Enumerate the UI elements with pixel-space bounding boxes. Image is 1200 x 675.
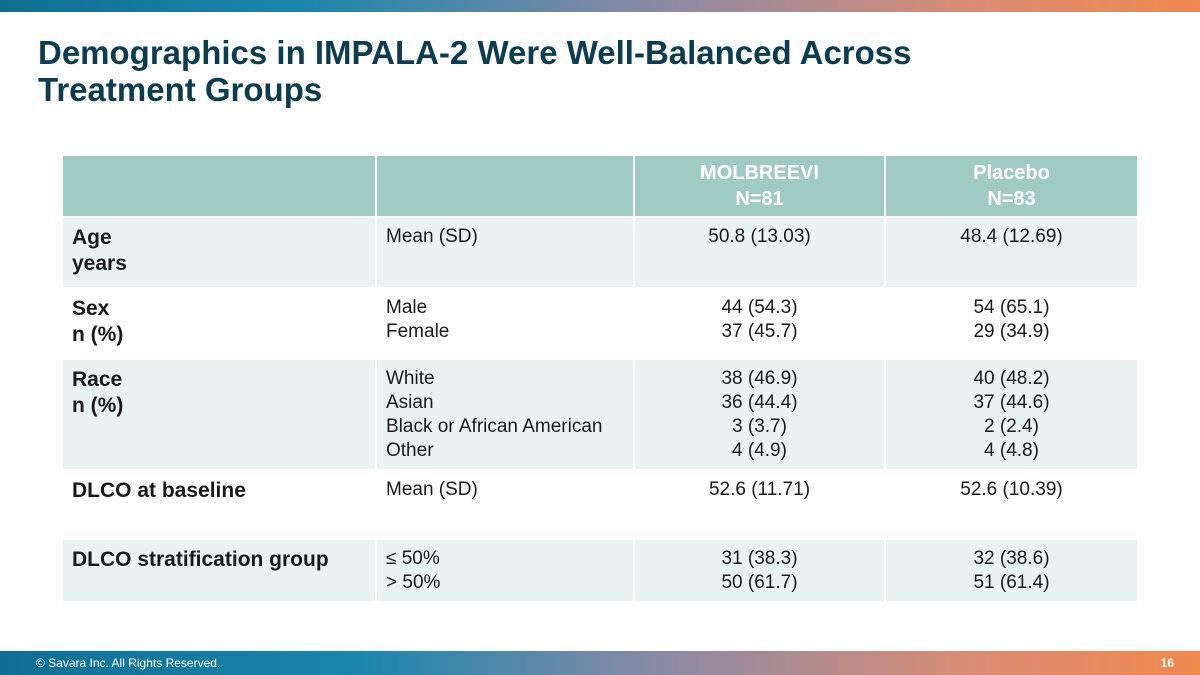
row-sub-dlco-baseline: Mean (SD) <box>376 470 635 540</box>
row-label-dlco-stratification-line-1: DLCO stratification group <box>72 548 329 571</box>
sub-item: Mean (SD) <box>386 479 478 500</box>
value: 51 (61.4) <box>973 572 1050 593</box>
cell-molbreevi-dlco-stratification: 31 (38.3) 50 (61.7) <box>634 539 886 603</box>
sub-item: Female <box>386 321 450 342</box>
value: 52.6 (10.39) <box>960 479 1063 500</box>
sub-item: Mean (SD) <box>386 226 478 247</box>
value: 52.6 (11.71) <box>708 479 811 500</box>
value: 50.8 (13.03) <box>708 226 811 247</box>
demographics-table: MOLBREEVI N=81 Placebo N=83 Age years Me… <box>63 156 1137 603</box>
table-row-sex: Sex n (%) Male Female 44 (54.3) 37 (45.7… <box>63 288 1137 360</box>
sub-item: ≤ 50% <box>386 548 440 569</box>
row-label-sex-line-1: Sex <box>72 297 110 320</box>
value: 4 (4.8) <box>984 440 1039 461</box>
slide-title-line-2: Treatment Groups <box>38 71 323 108</box>
cell-placebo-race: 40 (48.2) 37 (44.6) 2 (2.4) 4 (4.8) <box>885 359 1137 471</box>
value: 36 (44.4) <box>721 392 798 413</box>
value: 32 (38.6) <box>973 548 1050 569</box>
slide-title: Demographics in IMPALA-2 Were Well-Balan… <box>38 34 1038 108</box>
value: 40 (48.2) <box>973 368 1050 389</box>
row-label-sex-line-2: n (%) <box>72 323 124 346</box>
header-molbreevi-name: MOLBREEVI <box>700 162 819 184</box>
row-label-race: Race n (%) <box>63 359 377 471</box>
sub-item: White <box>386 368 435 389</box>
table-row-dlco-baseline: DLCO at baseline Mean (SD) 52.6 (11.71) … <box>63 470 1137 540</box>
header-cell-placebo: Placebo N=83 <box>885 156 1137 218</box>
cell-placebo-age: 48.4 (12.69) <box>885 217 1137 289</box>
table-row-dlco-stratification: DLCO stratification group ≤ 50% > 50% 31… <box>63 539 1137 603</box>
header-cell-molbreevi: MOLBREEVI N=81 <box>634 156 886 218</box>
footer-bar: © Savara Inc. All Rights Reserved. 16 <box>0 651 1200 675</box>
sub-item: > 50% <box>386 572 441 593</box>
slide-title-line-1: Demographics in IMPALA-2 Were Well-Balan… <box>38 34 912 71</box>
table-header-row: MOLBREEVI N=81 Placebo N=83 <box>63 156 1137 218</box>
row-label-age-line-1: Age <box>72 226 112 249</box>
row-label-race-line-2: n (%) <box>72 394 124 417</box>
row-label-race-line-1: Race <box>72 368 123 391</box>
value: 37 (45.7) <box>721 321 798 342</box>
copyright-text: © Savara Inc. All Rights Reserved. <box>36 656 221 670</box>
row-label-dlco-baseline: DLCO at baseline <box>63 470 377 540</box>
cell-placebo-sex: 54 (65.1) 29 (34.9) <box>885 288 1137 360</box>
row-label-sex: Sex n (%) <box>63 288 377 360</box>
cell-molbreevi-age: 50.8 (13.03) <box>634 217 886 289</box>
value: 54 (65.1) <box>973 297 1050 318</box>
value: 4 (4.9) <box>732 440 787 461</box>
value: 44 (54.3) <box>721 297 798 318</box>
table-row-age: Age years Mean (SD) 50.8 (13.03) 48.4 (1… <box>63 217 1137 289</box>
row-sub-sex: Male Female <box>376 288 635 360</box>
value: 2 (2.4) <box>984 416 1039 437</box>
row-label-dlco-stratification: DLCO stratification group <box>63 539 377 603</box>
row-sub-dlco-stratification: ≤ 50% > 50% <box>376 539 635 603</box>
sub-item: Black or African American <box>386 416 603 437</box>
demographics-table-container: MOLBREEVI N=81 Placebo N=83 Age years Me… <box>63 156 1137 603</box>
cell-molbreevi-dlco-baseline: 52.6 (11.71) <box>634 470 886 540</box>
sub-item: Asian <box>386 392 434 413</box>
sub-item: Other <box>386 440 434 461</box>
value: 50 (61.7) <box>721 572 798 593</box>
table-row-race: Race n (%) White Asian Black or African … <box>63 359 1137 471</box>
sub-item: Male <box>386 297 428 318</box>
value: 29 (34.9) <box>973 321 1050 342</box>
cell-molbreevi-sex: 44 (54.3) 37 (45.7) <box>634 288 886 360</box>
row-sub-age: Mean (SD) <box>376 217 635 289</box>
page-number: 16 <box>1160 656 1174 670</box>
value: 31 (38.3) <box>721 548 798 569</box>
header-placebo-name: Placebo <box>973 162 1050 184</box>
cell-placebo-dlco-baseline: 52.6 (10.39) <box>885 470 1137 540</box>
value: 48.4 (12.69) <box>960 226 1063 247</box>
row-label-age: Age years <box>63 217 377 289</box>
row-label-age-line-2: years <box>72 252 127 275</box>
cell-placebo-dlco-stratification: 32 (38.6) 51 (61.4) <box>885 539 1137 603</box>
value: 37 (44.6) <box>973 392 1050 413</box>
row-label-dlco-baseline-line-1: DLCO at baseline <box>72 479 246 502</box>
header-placebo-n: N=83 <box>987 188 1036 210</box>
header-molbreevi-n: N=81 <box>735 188 784 210</box>
value: 3 (3.7) <box>732 416 787 437</box>
row-sub-race: White Asian Black or African American Ot… <box>376 359 635 471</box>
header-cell-characteristic <box>63 156 377 218</box>
top-accent-bar <box>0 0 1200 12</box>
header-cell-subcategory <box>376 156 635 218</box>
cell-molbreevi-race: 38 (46.9) 36 (44.4) 3 (3.7) 4 (4.9) <box>634 359 886 471</box>
value: 38 (46.9) <box>721 368 798 389</box>
